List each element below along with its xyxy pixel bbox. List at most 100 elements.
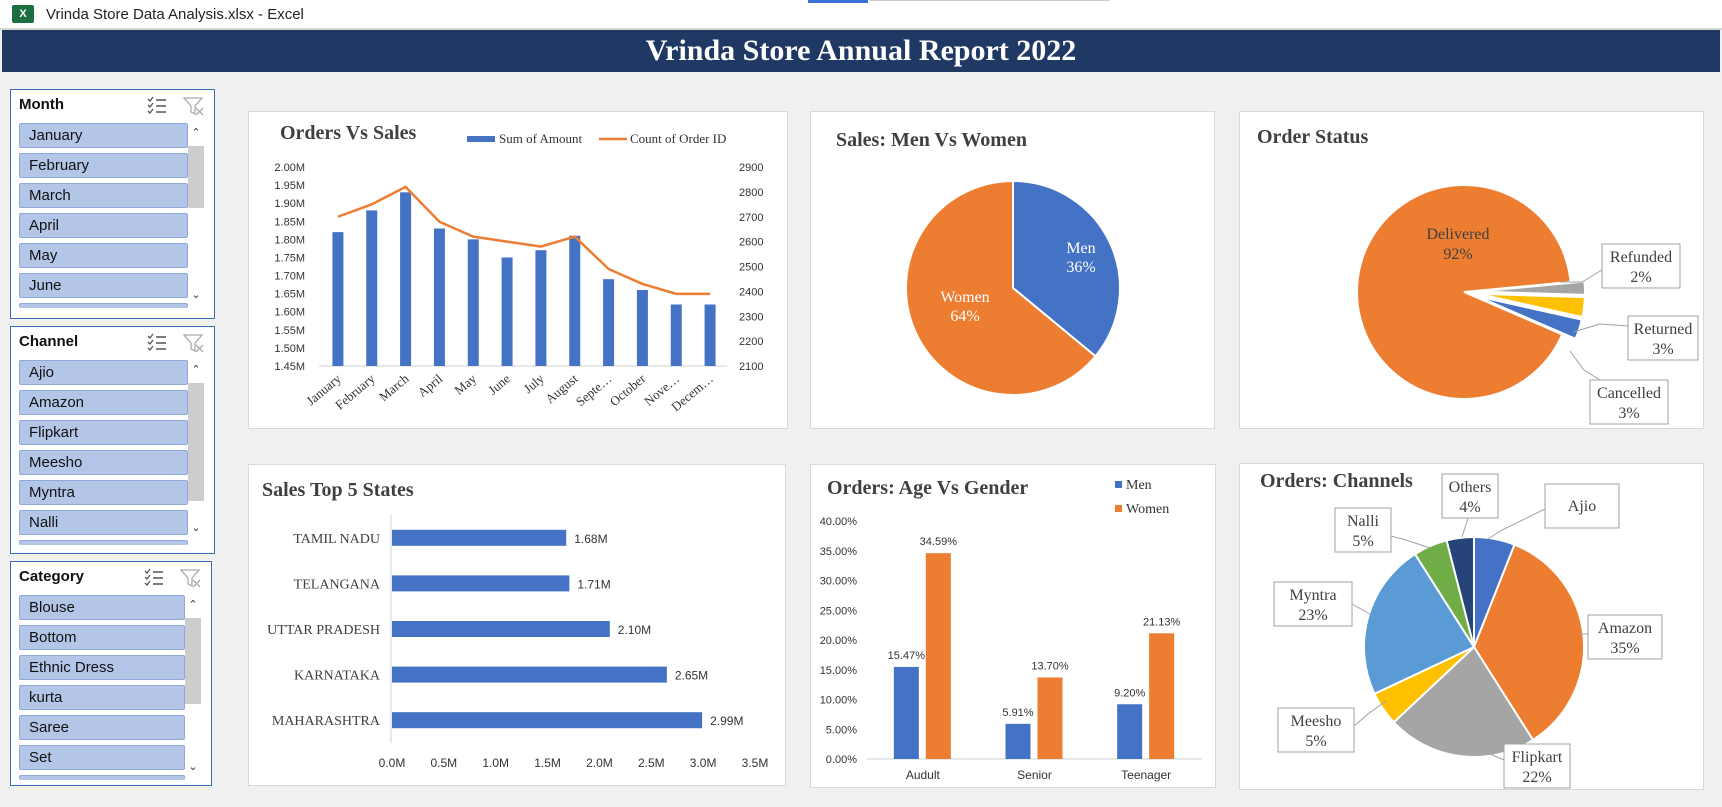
scroll-down-icon[interactable]: ⌄	[191, 522, 201, 534]
legend-label-sales: Sum of Amount	[499, 131, 582, 146]
age-gender-bar[interactable]	[1117, 704, 1143, 759]
slice-percent: 35%	[1610, 640, 1639, 657]
slice-percent: 22%	[1522, 769, 1551, 786]
clear-filter-icon[interactable]	[182, 333, 204, 353]
slice-label: Delivered	[1426, 226, 1489, 243]
slice-percent: 92%	[1443, 246, 1472, 263]
sales-bar[interactable]	[332, 232, 344, 366]
pie-slice-delivered[interactable]	[1356, 184, 1572, 400]
state-label: MAHARASHTRA	[272, 714, 381, 729]
slice-percent: 36%	[1066, 259, 1095, 276]
slicer-item[interactable]: June	[19, 273, 188, 298]
pie-slice-returned[interactable]	[1477, 292, 1586, 319]
slicer-scrollbar[interactable]: ⌃ ⌄	[186, 363, 204, 535]
order-status-panel[interactable]: Order Status Delivered 92% Refunded 2% Retur…	[1239, 111, 1704, 429]
scroll-up-icon[interactable]: ⌃	[191, 127, 201, 139]
state-bar[interactable]	[392, 621, 610, 637]
sales-bar[interactable]	[366, 210, 378, 366]
legend-label: Women	[1126, 502, 1169, 517]
y-tick-label: 5.00%	[826, 724, 857, 736]
scroll-down-icon[interactable]: ⌄	[188, 761, 198, 773]
scroll-down-icon[interactable]: ⌄	[191, 289, 201, 301]
slicer-item[interactable]: Nalli	[19, 510, 188, 535]
sales-bar[interactable]	[670, 304, 682, 366]
slicer-item[interactable]: April	[19, 213, 188, 238]
scroll-thumb[interactable]	[188, 146, 204, 208]
clear-filter-icon[interactable]	[182, 96, 204, 116]
sales-bar[interactable]	[636, 290, 648, 366]
orders-vs-sales-panel[interactable]: Orders Vs Sales 2.00M 1.95M 1.90M 1.85M 1.80…	[248, 111, 788, 429]
scroll-thumb[interactable]	[188, 383, 204, 501]
sales-bar[interactable]	[569, 235, 581, 366]
slicer-item[interactable]: February	[19, 153, 188, 178]
leader-line	[1461, 517, 1469, 538]
slicer-item[interactable]: Myntra	[19, 480, 188, 505]
slice-percent: 23%	[1298, 607, 1327, 624]
pie-slice-others[interactable]	[1445, 535, 1475, 648]
sales-bar[interactable]	[535, 250, 547, 366]
slicer-item[interactable]: Saree	[19, 715, 185, 740]
slicer-scrollbar[interactable]: ⌃ ⌄	[186, 126, 204, 302]
slicer-item[interactable]: May	[19, 243, 188, 268]
multi-select-icon[interactable]	[144, 568, 164, 586]
y-right-tick-label: 2500	[739, 262, 763, 274]
sales-bar[interactable]	[400, 192, 412, 366]
scroll-thumb[interactable]	[185, 618, 201, 704]
slicer-item[interactable]: Ajio	[19, 360, 188, 385]
age-gender-bar[interactable]	[1005, 723, 1031, 759]
y-left-tick-label: 1.55M	[274, 325, 305, 337]
sales-bar[interactable]	[704, 304, 716, 366]
multi-select-icon[interactable]	[147, 333, 167, 351]
state-bar[interactable]	[392, 529, 567, 546]
slicer-item[interactable]: March	[19, 183, 188, 208]
age-gender-bar[interactable]	[925, 553, 951, 759]
month-slicer[interactable]: Month January February March April May June ⌃ ⌄	[10, 89, 215, 319]
x-tick-label: 3.0M	[690, 756, 717, 770]
window-title: Vrinda Store Data Analysis.xlsx - Excel	[46, 6, 304, 23]
slicer-item[interactable]: Amazon	[19, 390, 188, 415]
pie-slice-cancelled[interactable]	[1476, 295, 1583, 341]
sales-bar[interactable]	[467, 239, 479, 366]
sales-bar[interactable]	[603, 279, 615, 366]
slicer-item[interactable]: Ethnic Dress	[19, 655, 185, 680]
pie-slice-myntra[interactable]	[1363, 552, 1476, 696]
sales-bar[interactable]	[433, 228, 445, 366]
scroll-up-icon[interactable]: ⌃	[188, 599, 198, 611]
pie-slice-amazon[interactable]	[1472, 543, 1585, 742]
multi-select-icon[interactable]	[147, 96, 167, 114]
bar-value-label: 21.13%	[1143, 616, 1181, 628]
y-left-tick-label: 1.85M	[274, 216, 305, 228]
scroll-up-icon[interactable]: ⌃	[191, 364, 201, 376]
slicer-item[interactable]: Bottom	[19, 625, 185, 650]
callout-box	[1544, 483, 1620, 529]
slicer-item[interactable]: Set	[19, 745, 185, 770]
pie-slice-women[interactable]	[905, 179, 1097, 396]
men-vs-women-panel[interactable]: Sales: Men Vs Women Men 36% Women 64%	[810, 111, 1215, 429]
age-gender-bar[interactable]	[1149, 633, 1175, 759]
slicer-item[interactable]: kurta	[19, 685, 185, 710]
channels-panel[interactable]: Orders: Channels Ajio Amazon 35% Flipkart 22…	[1239, 463, 1704, 790]
age-gender-bar[interactable]	[1037, 677, 1063, 759]
state-bar[interactable]	[392, 666, 667, 683]
slicer-scrollbar[interactable]: ⌃ ⌄	[183, 598, 201, 774]
age-gender-bar[interactable]	[893, 666, 919, 759]
sales-bar[interactable]	[501, 257, 513, 366]
slicer-item[interactable]: Flipkart	[19, 420, 188, 445]
pie-slice-refunded[interactable]	[1477, 280, 1586, 296]
slicer-item[interactable]: Blouse	[19, 595, 185, 620]
category-slicer[interactable]: Category Blouse Bottom Ethnic Dress kurta Sar…	[10, 561, 212, 786]
state-bar[interactable]	[392, 575, 570, 592]
state-bar[interactable]	[392, 712, 703, 729]
y-left-tick-label: 1.70M	[274, 271, 305, 283]
callout-box	[1587, 614, 1663, 660]
leader-line	[1569, 350, 1601, 381]
bar-value-label: 15.47%	[888, 650, 926, 662]
age-vs-gender-panel[interactable]: Orders: Age Vs Gender 40.00% 35.00% 30.00%…	[810, 464, 1216, 788]
pie-slice-men[interactable]	[1012, 179, 1121, 358]
channel-slicer[interactable]: Channel Ajio Amazon Flipkart Meesho Myntra Nal…	[10, 326, 215, 554]
clear-filter-icon[interactable]	[179, 568, 201, 588]
slicer-item[interactable]: Meesho	[19, 450, 188, 475]
order-count-line[interactable]	[337, 185, 711, 296]
top5-states-panel[interactable]: Sales Top 5 States TAMIL NADU 1.68M TELANG…	[248, 464, 786, 786]
slicer-item[interactable]: January	[19, 123, 188, 148]
